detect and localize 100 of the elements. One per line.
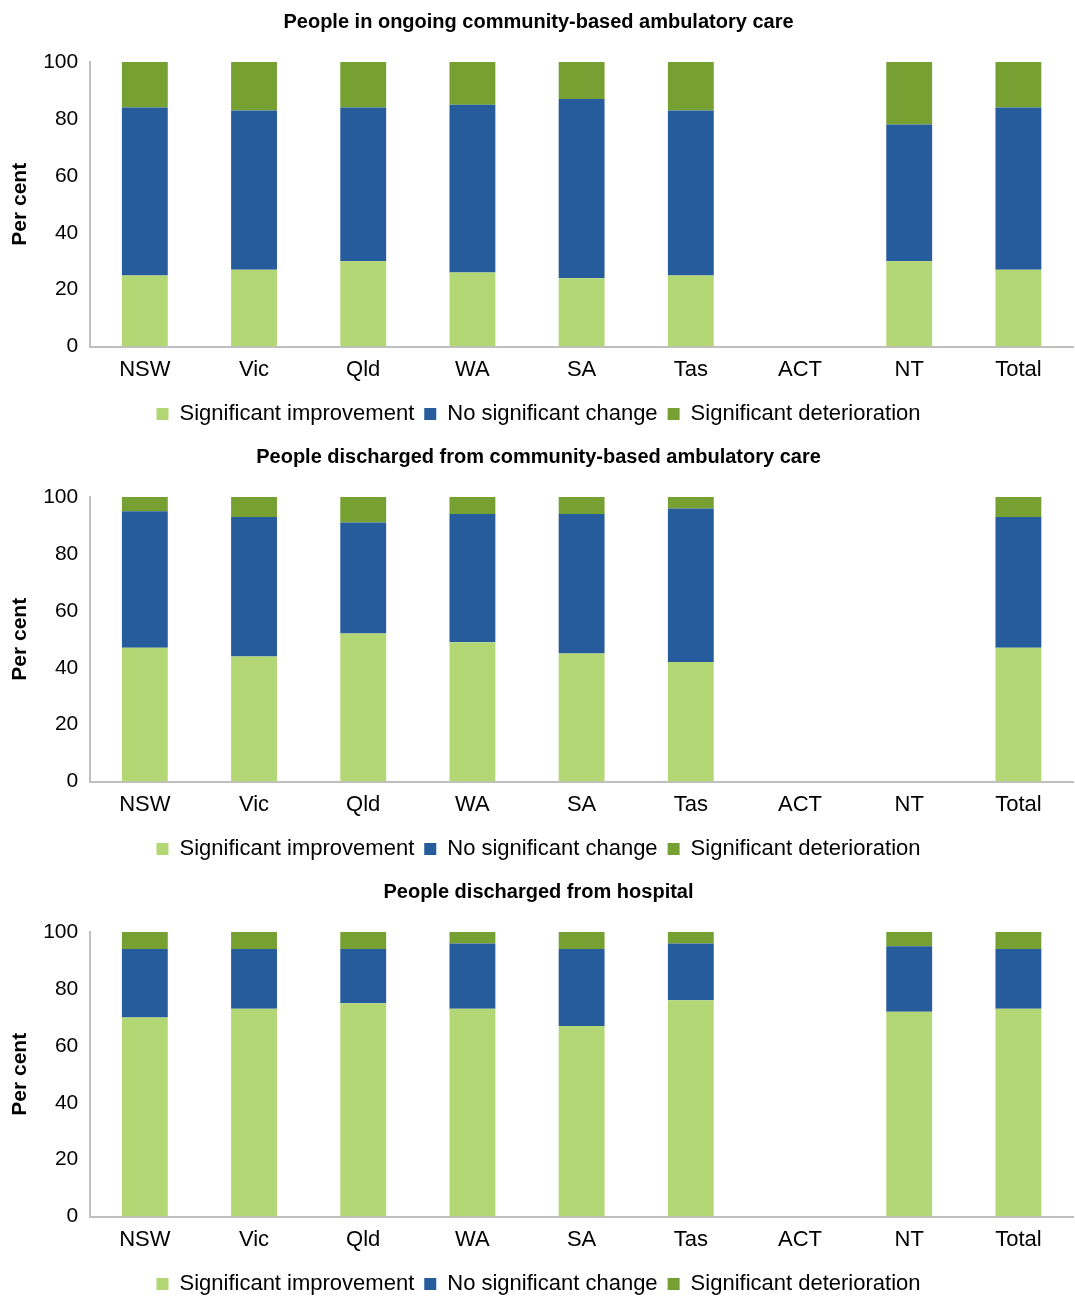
- y-tick-label: 80: [54, 105, 79, 129]
- legend-label: Significant deterioration: [690, 1270, 921, 1296]
- bar: [231, 1008, 277, 1217]
- x-tick-label: NT: [894, 790, 924, 816]
- bar: [340, 497, 387, 523]
- bar: [231, 656, 277, 782]
- bar: [995, 62, 1042, 108]
- bar: [449, 497, 496, 515]
- bar: [449, 514, 496, 643]
- x-tick-label: WA: [455, 355, 491, 381]
- bar: [558, 497, 605, 515]
- y-axis-title: Per cent: [7, 162, 31, 246]
- y-tick-label: 60: [54, 162, 79, 186]
- bar: [667, 275, 714, 347]
- bar: [449, 932, 496, 944]
- bar: [231, 497, 277, 517]
- bar: [449, 943, 496, 1009]
- bar: [340, 1003, 387, 1217]
- bar: [121, 932, 168, 950]
- bar: [340, 261, 387, 347]
- legend-label: No significant change: [447, 1270, 658, 1296]
- bar: [231, 62, 277, 111]
- y-tick-label: 60: [54, 1032, 79, 1056]
- bar: [121, 497, 168, 512]
- legend-label: No significant change: [447, 400, 658, 426]
- y-tick-label: 40: [54, 219, 79, 243]
- y-tick-label: 40: [54, 654, 79, 678]
- bar: [886, 261, 933, 347]
- chart-title: People discharged from hospital: [383, 879, 694, 902]
- bar: [995, 949, 1042, 1009]
- y-tick-label: 100: [43, 483, 79, 507]
- x-tick-label: SA: [566, 355, 597, 381]
- bar: [121, 107, 168, 276]
- x-tick-label: Tas: [673, 355, 708, 381]
- y-tick-label: 60: [54, 597, 79, 621]
- bar: [340, 932, 387, 950]
- bar: [886, 124, 933, 262]
- bar: [231, 110, 277, 270]
- bar: [121, 62, 168, 108]
- bar: [558, 932, 605, 950]
- bar: [995, 647, 1042, 782]
- bar: [231, 269, 277, 347]
- x-tick-label: NT: [894, 1225, 924, 1251]
- x-tick-label: Qld: [346, 790, 381, 816]
- bar: [121, 647, 168, 782]
- x-tick-label: SA: [566, 790, 597, 816]
- bar: [121, 275, 168, 347]
- x-tick-label: NSW: [119, 1225, 171, 1251]
- bar: [340, 522, 387, 634]
- bar: [449, 62, 496, 105]
- bar: [995, 516, 1042, 648]
- bar: [121, 949, 168, 1018]
- x-tick-label: Tas: [673, 790, 708, 816]
- y-tick-label: 20: [54, 711, 79, 735]
- bar: [558, 949, 605, 1026]
- bar: [449, 272, 496, 347]
- bar: [340, 107, 387, 262]
- bar: [558, 653, 605, 782]
- bar: [667, 62, 714, 111]
- y-tick-label: 0: [66, 768, 79, 792]
- bar: [231, 949, 277, 1009]
- x-tick-label: NSW: [119, 790, 171, 816]
- x-tick-label: WA: [455, 1225, 491, 1251]
- y-tick-label: 40: [54, 1089, 79, 1113]
- chart-title: People in ongoing community-based ambulatory care: [283, 9, 794, 32]
- legend-label: Significant deterioration: [690, 835, 921, 861]
- x-tick-label: ACT: [778, 1225, 823, 1251]
- bar: [667, 497, 714, 509]
- y-axis-title: Per cent: [7, 1032, 31, 1116]
- bar: [995, 497, 1042, 517]
- y-tick-label: 80: [54, 540, 79, 564]
- bar: [558, 1025, 605, 1217]
- bar: [231, 932, 277, 950]
- bar: [558, 514, 605, 654]
- bar: [886, 1011, 933, 1217]
- bar: [558, 62, 605, 99]
- chart-title: People discharged from community-based ambulatory care: [256, 444, 821, 467]
- bar: [340, 62, 387, 108]
- bar: [340, 633, 387, 782]
- y-tick-label: 20: [54, 1146, 79, 1170]
- legend-label: Significant improvement: [179, 1270, 415, 1296]
- legend-label: Significant deterioration: [690, 400, 921, 426]
- x-tick-label: Qld: [346, 355, 381, 381]
- bar: [995, 269, 1042, 347]
- x-tick-label: Total: [995, 355, 1042, 381]
- bar: [667, 943, 714, 1001]
- bar: [667, 110, 714, 276]
- x-tick-label: Tas: [673, 1225, 708, 1251]
- y-tick-label: 0: [66, 1203, 79, 1227]
- x-tick-label: SA: [566, 1225, 597, 1251]
- bar: [995, 107, 1042, 270]
- bar: [558, 99, 605, 279]
- bar: [995, 932, 1042, 950]
- y-axis-title: Per cent: [7, 597, 31, 681]
- x-tick-label: ACT: [778, 355, 823, 381]
- x-tick-label: NSW: [119, 355, 171, 381]
- x-tick-label: WA: [455, 790, 491, 816]
- x-tick-label: NT: [894, 355, 924, 381]
- x-tick-label: Total: [995, 1225, 1042, 1251]
- bar: [667, 932, 714, 944]
